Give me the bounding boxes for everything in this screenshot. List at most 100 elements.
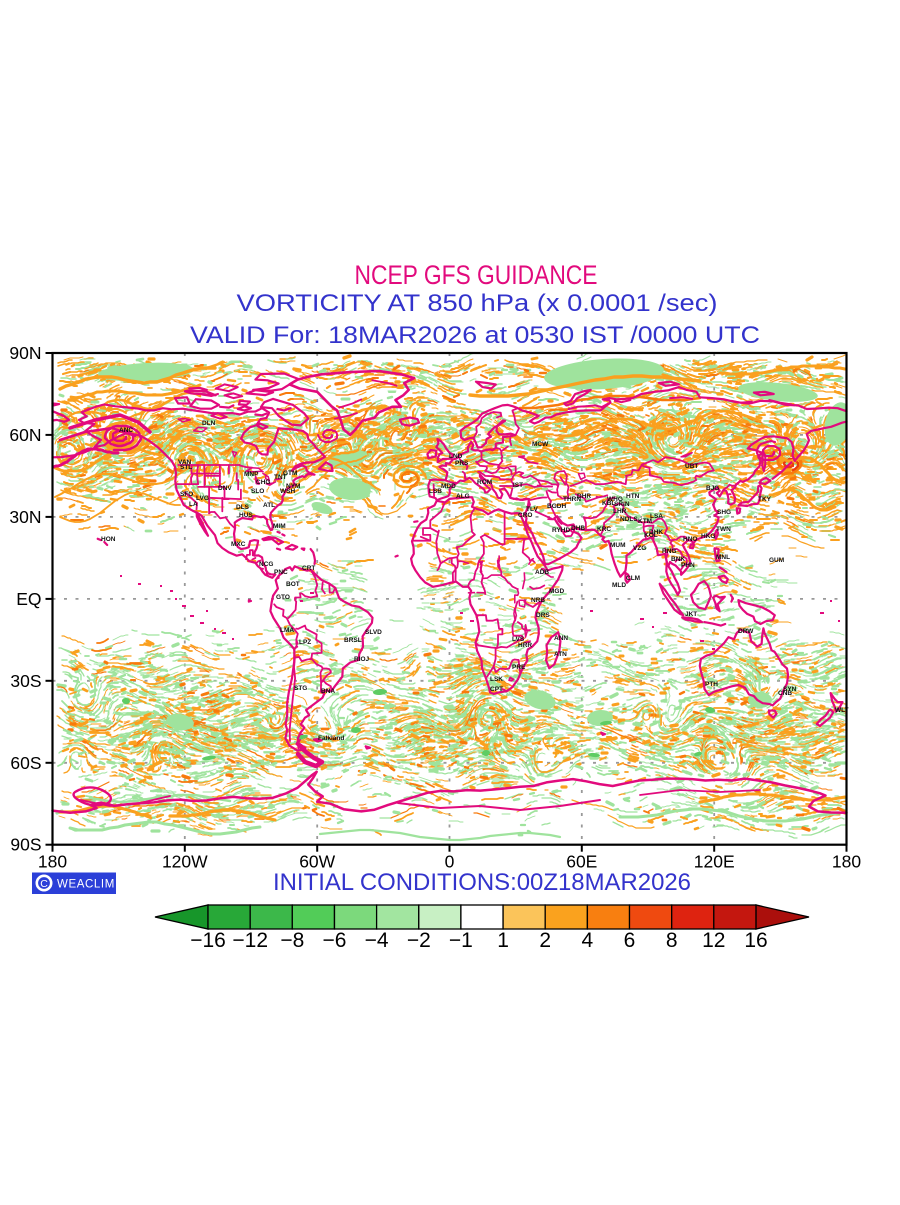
svg-text:VAN: VAN [178, 459, 192, 466]
svg-text:STG: STG [294, 685, 307, 692]
svg-text:PTH: PTH [705, 681, 718, 688]
svg-text:EQ: EQ [16, 589, 41, 609]
svg-text:MIM: MIM [273, 523, 286, 530]
svg-text:−1: −1 [449, 929, 473, 952]
svg-text:NYM: NYM [286, 483, 300, 490]
svg-text:60W: 60W [299, 852, 335, 872]
svg-text:120E: 120E [694, 852, 735, 872]
svg-text:SLO: SLO [251, 488, 264, 495]
svg-text:MGD: MGD [549, 588, 564, 595]
svg-text:NCEP GFS GUIDANCE: NCEP GFS GUIDANCE [355, 260, 598, 290]
svg-text:−4: −4 [365, 929, 389, 952]
svg-text:ALG: ALG [456, 493, 470, 500]
svg-text:30S: 30S [10, 671, 41, 691]
svg-text:DLN: DLN [202, 420, 216, 427]
svg-text:TKY: TKY [758, 496, 772, 503]
svg-text:ATN: ATN [554, 651, 567, 658]
svg-text:STL: STL [180, 464, 192, 471]
svg-text:DHK: DHK [649, 529, 663, 536]
svg-text:ANN: ANN [554, 635, 568, 642]
svg-text:90N: 90N [9, 343, 41, 363]
svg-text:IST: IST [513, 482, 523, 489]
svg-text:LND: LND [449, 453, 463, 460]
svg-text:JKT: JKT [685, 611, 697, 618]
svg-text:NDLS: NDLS [620, 516, 638, 523]
svg-text:16: 16 [744, 929, 767, 952]
svg-text:HUS: HUS [239, 512, 253, 519]
svg-text:12: 12 [702, 929, 725, 952]
svg-text:ATL: ATL [263, 502, 275, 509]
svg-text:SHG: SHG [717, 509, 731, 516]
svg-text:BNK: BNK [671, 556, 685, 563]
svg-text:TWN: TWN [716, 526, 731, 533]
svg-text:CPT: CPT [490, 686, 503, 693]
svg-text:PRE: PRE [512, 664, 526, 671]
svg-text:HTN: HTN [626, 493, 640, 500]
svg-text:CLM: CLM [626, 575, 640, 582]
svg-text:WEACLIM: WEACLIM [57, 879, 115, 891]
svg-text:CNB: CNB [778, 690, 792, 697]
svg-text:GTO: GTO [276, 594, 290, 601]
svg-text:LVS: LVS [512, 636, 525, 643]
svg-text:LVG: LVG [196, 495, 209, 502]
svg-text:60S: 60S [10, 753, 41, 773]
svg-text:ROM: ROM [477, 479, 492, 486]
svg-text:ADB: ADB [535, 569, 549, 576]
svg-text:WHG: WHG [607, 496, 623, 503]
svg-text:RNG: RNG [662, 548, 676, 555]
svg-text:BRSL: BRSL [344, 637, 362, 644]
svg-text:TNT: TNT [274, 474, 287, 481]
svg-text:GTM: GTM [283, 470, 297, 477]
svg-text:HNO: HNO [683, 536, 697, 543]
svg-text:PNC: PNC [274, 569, 288, 576]
svg-text:RYHD: RYHD [552, 527, 570, 534]
svg-text:60E: 60E [566, 852, 597, 872]
svg-text:−6: −6 [323, 929, 347, 952]
svg-text:MCW: MCW [532, 441, 549, 448]
svg-text:GUM: GUM [769, 557, 784, 564]
svg-text:HKG: HKG [701, 533, 715, 540]
svg-text:C: C [40, 878, 48, 890]
svg-text:MDD: MDD [441, 483, 456, 490]
svg-text:6: 6 [624, 929, 636, 952]
svg-text:CRO: CRO [518, 512, 532, 519]
svg-text:SYN: SYN [783, 686, 797, 693]
svg-text:LMA: LMA [280, 627, 294, 634]
svg-text:HRR: HRR [518, 642, 532, 649]
svg-text:LSK: LSK [490, 676, 503, 683]
svg-text:TLV: TLV [526, 506, 538, 513]
svg-text:LA: LA [189, 501, 198, 508]
svg-text:SRIN: SRIN [614, 501, 630, 508]
svg-text:LPZ: LPZ [299, 639, 311, 646]
svg-text:8: 8 [666, 929, 678, 952]
svg-text:ANC: ANC [119, 427, 133, 434]
svg-text:DRW: DRW [738, 628, 754, 635]
svg-text:KBL: KBL [602, 500, 615, 507]
svg-text:KOL: KOL [644, 532, 658, 539]
svg-text:WSH: WSH [280, 488, 295, 495]
svg-text:DHB: DHB [571, 525, 585, 532]
svg-text:INITIAL CONDITIONS:00Z18MAR20: INITIAL CONDITIONS:00Z18MAR2026 [273, 869, 691, 896]
svg-text:RIOJ: RIOJ [354, 656, 370, 663]
svg-text:MUM: MUM [610, 542, 626, 549]
svg-text:VALID For: 18MAR2026 at 0530 I: VALID For: 18MAR2026 at 0530 IST /0000 U… [190, 322, 760, 349]
svg-text:90S: 90S [10, 835, 41, 855]
svg-text:MLD: MLD [612, 582, 626, 589]
svg-text:120W: 120W [162, 852, 208, 872]
svg-text:NRB: NRB [531, 597, 545, 604]
svg-text:DNV: DNV [218, 485, 232, 492]
svg-text:BGDH: BGDH [547, 503, 566, 510]
svg-text:DHR: DHR [577, 493, 591, 500]
svg-text:CHG: CHG [256, 479, 270, 486]
svg-text:4: 4 [582, 929, 594, 952]
svg-text:MNP: MNP [244, 471, 259, 478]
svg-text:WLT: WLT [835, 707, 849, 714]
svg-text:KTM: KTM [638, 518, 652, 525]
svg-text:BNA: BNA [321, 688, 335, 695]
svg-text:180: 180 [38, 852, 67, 872]
svg-text:THRN: THRN [563, 496, 581, 503]
svg-text:LHR: LHR [613, 508, 627, 515]
svg-text:1: 1 [497, 929, 509, 952]
svg-text:PHN: PHN [681, 562, 695, 569]
svg-text:VORTICITY AT 850 hPa (x 0.0001: VORTICITY AT 850 hPa (x 0.0001 /sec) [237, 290, 718, 317]
